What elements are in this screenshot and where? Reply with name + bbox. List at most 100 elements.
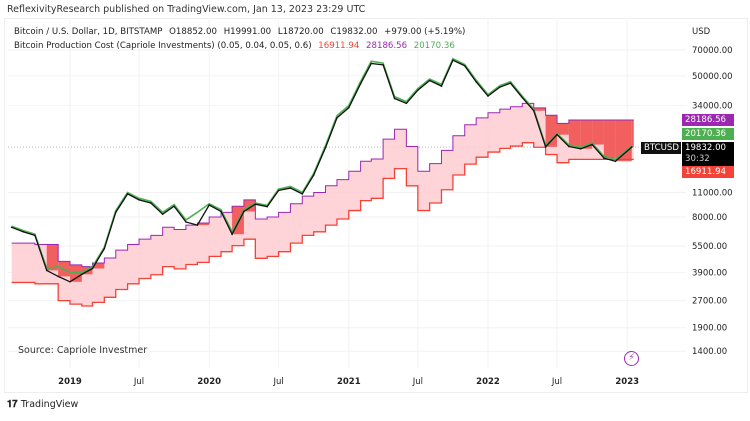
source-note: Source: Capriole Investmer <box>18 345 148 356</box>
price-point <box>614 160 617 163</box>
cost-deficit-fill <box>197 223 210 226</box>
cost-deficit-fill <box>603 120 616 159</box>
price-point <box>568 145 570 148</box>
price-point <box>196 224 199 226</box>
price-point <box>428 79 431 82</box>
price-point <box>161 213 164 215</box>
price-point <box>69 280 71 283</box>
last-price: 19832.00 <box>685 143 727 153</box>
price-point <box>243 210 245 213</box>
indicator-low-value: 16911.94 <box>318 41 360 51</box>
price-point <box>57 275 59 278</box>
price-point <box>185 221 187 223</box>
x-tick-label: Jul <box>133 377 144 387</box>
indicator-mid-value: 20170.36 <box>413 41 455 51</box>
cost-deficit-fill <box>580 120 593 149</box>
price-point <box>324 146 327 149</box>
price-point <box>521 96 524 99</box>
price-point <box>452 59 454 62</box>
y-axis-unit: USD <box>692 27 711 37</box>
price-point <box>231 233 233 235</box>
cost-deficit-fill <box>557 123 569 135</box>
cost-band-fill <box>11 103 634 306</box>
price-point <box>81 273 83 276</box>
y-tick-label: 50000.00 <box>692 72 733 82</box>
price-point <box>509 82 512 84</box>
price-point <box>114 211 117 214</box>
price-point <box>34 234 36 237</box>
mid-cost-line <box>11 57 633 274</box>
indicator-high-value: 28186.56 <box>366 41 408 51</box>
upper-cost-tag: 28186.56 <box>682 114 734 126</box>
btc-price-line <box>11 59 633 283</box>
cost-deficit-fill <box>631 120 634 148</box>
last-price-tag: 19832.00 30:32 <box>682 142 734 166</box>
price-point <box>173 205 175 208</box>
price-point <box>475 81 477 83</box>
ohlc-high: H19991.00 <box>223 27 272 37</box>
price-point <box>266 205 268 208</box>
x-tick-label: 2023 <box>615 377 639 387</box>
y-tick-label: 5500.00 <box>692 242 727 252</box>
cost-deficit-fill <box>533 107 546 111</box>
y-tick-label: 3900.00 <box>692 268 727 278</box>
price-point <box>289 187 292 189</box>
publisher-line: ReflexivityResearch published on Trading… <box>7 4 366 15</box>
price-point <box>630 146 633 148</box>
chart-frame <box>4 18 748 393</box>
ohlc-close: C19832.00 <box>330 27 378 37</box>
x-tick-label: Jul <box>551 377 562 387</box>
lower-cost-line <box>11 142 634 307</box>
price-point <box>382 64 384 66</box>
upper-cost-line <box>11 102 634 268</box>
price-point <box>277 189 280 192</box>
cost-deficit-fill <box>592 120 604 145</box>
price-point <box>126 193 129 195</box>
x-tick-label: 2021 <box>337 377 361 387</box>
lower-cost-tag: 16911.94 <box>682 166 734 178</box>
price-change: +979.00 (+5.19%) <box>384 27 466 37</box>
price-point <box>359 82 362 85</box>
price-point <box>208 204 211 206</box>
ohlc-low: L18720.00 <box>277 27 324 37</box>
y-tick-label: 1900.00 <box>692 324 727 334</box>
indicator-legend[interactable]: Bitcoin Production Cost (Capriole Invest… <box>14 41 455 51</box>
y-tick-label: 8000.00 <box>692 213 727 223</box>
price-point <box>336 117 338 119</box>
cost-deficit-fill <box>615 120 632 162</box>
symbol-tag: BTCUSD <box>641 142 681 154</box>
price-point <box>499 86 501 88</box>
price-point <box>417 89 419 92</box>
price-point <box>393 97 396 100</box>
mid-cost-tag: 20170.36 <box>682 128 734 140</box>
price-point <box>254 203 257 205</box>
price-point <box>405 102 408 105</box>
price-point <box>138 199 140 201</box>
price-point <box>103 247 106 250</box>
price-point <box>440 85 443 87</box>
cost-deficit-fill <box>545 115 558 147</box>
y-tick-label: 1400.00 <box>692 347 727 357</box>
price-point <box>487 95 489 97</box>
brand-name: TradingView <box>20 399 79 410</box>
y-tick-label: 34000.00 <box>692 102 733 112</box>
price-point <box>150 202 152 204</box>
bar-countdown: 30:32 <box>685 154 710 164</box>
lightning-icon[interactable]: ⚡ <box>624 351 639 366</box>
price-point <box>301 193 304 195</box>
ohlc-open: O18852.00 <box>169 27 217 37</box>
x-tick-label: Jul <box>412 377 423 387</box>
price-point <box>220 210 222 213</box>
price-point <box>463 65 466 67</box>
y-tick-label: 70000.00 <box>692 46 733 56</box>
price-point <box>603 157 605 159</box>
price-point <box>347 106 350 109</box>
cost-deficit-fill <box>70 264 82 282</box>
price-point <box>591 143 593 146</box>
y-tick-label: 2700.00 <box>692 297 727 307</box>
price-point <box>370 62 373 65</box>
price-point <box>544 146 547 148</box>
price-point <box>91 267 94 270</box>
price-point <box>579 148 582 150</box>
